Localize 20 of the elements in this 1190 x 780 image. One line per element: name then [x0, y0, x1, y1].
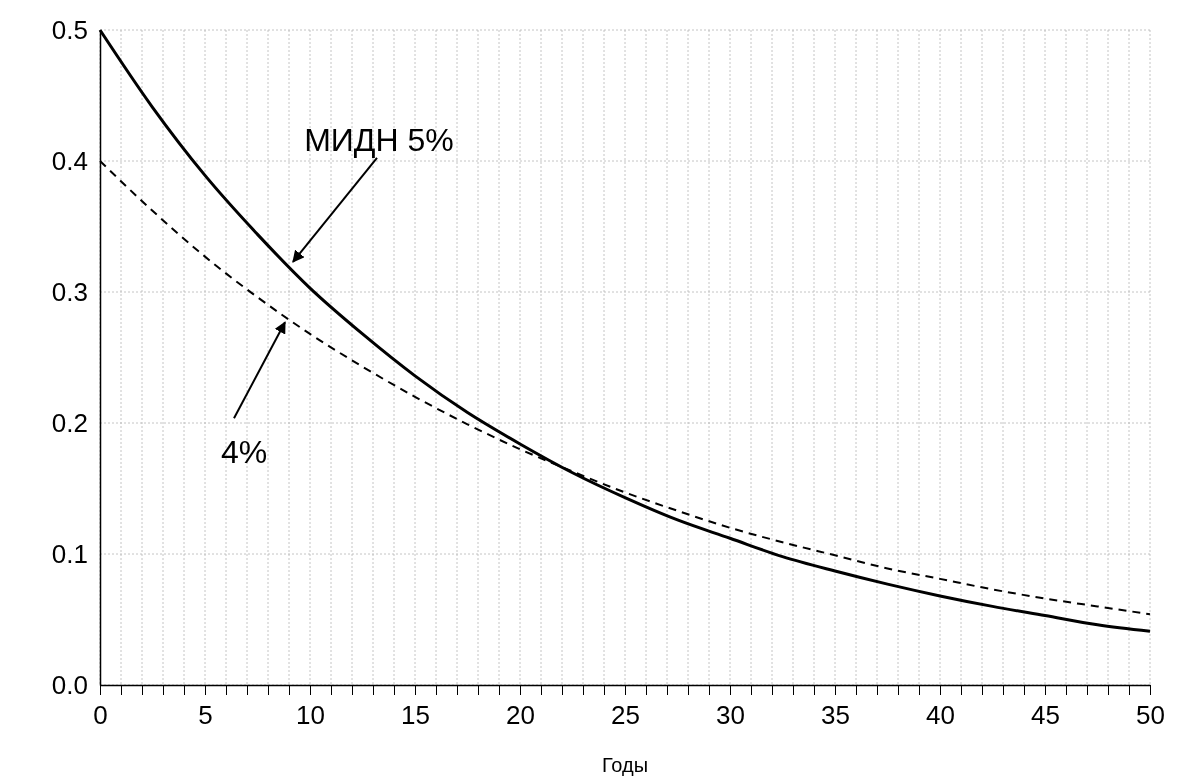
- y-tick-label: 0.4: [51, 145, 88, 176]
- x-tick-label: 5: [198, 700, 213, 730]
- x-tick-label: 0: [93, 700, 108, 730]
- y-tick-label: 0.2: [51, 407, 88, 438]
- annotation: 4%: [220, 434, 268, 471]
- x-axis-title: Годы: [601, 754, 649, 776]
- x-tick-label: 50: [1136, 700, 1165, 730]
- x-tick-label: 25: [611, 700, 640, 730]
- x-tick-label: 20: [506, 700, 535, 730]
- x-tick-label: 15: [401, 700, 430, 730]
- y-tick-label: 0.0: [51, 669, 88, 700]
- y-tick-label: 0.1: [51, 538, 88, 569]
- x-tick-label: 30: [716, 700, 745, 730]
- x-tick-label: 10: [296, 700, 325, 730]
- x-tick-label: 45: [1031, 700, 1060, 730]
- x-tick-label: 35: [821, 700, 850, 730]
- annotation: МИДН 5%: [304, 121, 454, 158]
- y-tick-label: 0.3: [51, 276, 88, 307]
- x-tick-label: 40: [926, 700, 955, 730]
- y-tick-label: 0.5: [51, 14, 88, 45]
